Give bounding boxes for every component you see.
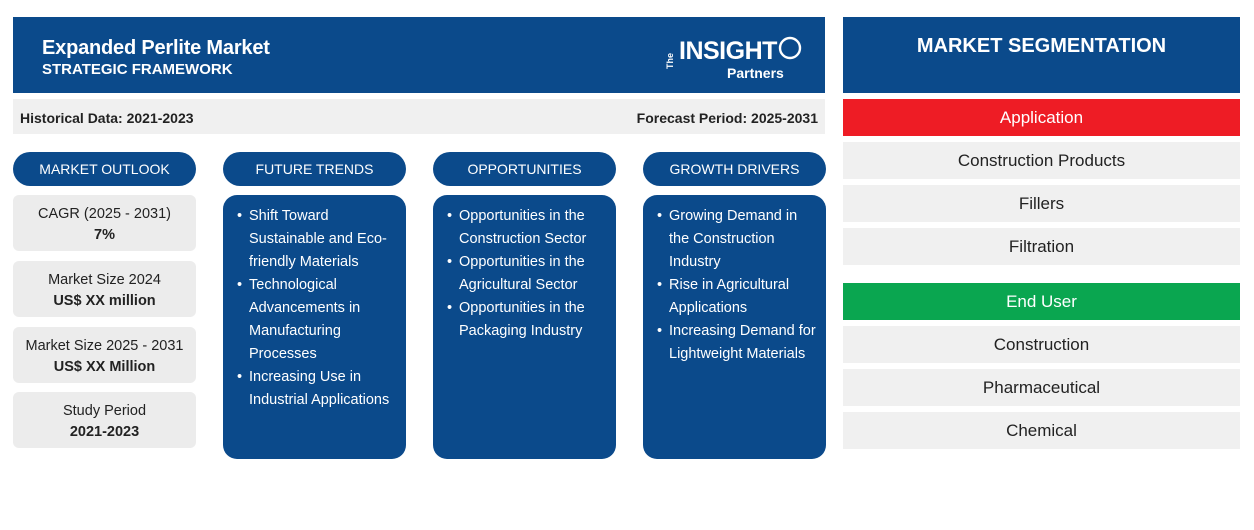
stat-value: US$ XX Million (53, 359, 156, 375)
historical-data: Historical Data: 2021-2023 (20, 110, 194, 126)
list-item: Technological Advancements in Manufactur… (235, 274, 396, 366)
logo-swoosh-icon (778, 36, 802, 60)
segment-item: Construction Products (843, 142, 1240, 179)
stat-market-size-forecast: Market Size 2025 - 2031 US$ XX Million (13, 327, 196, 383)
list-item: Opportunities in the Construction Sector (445, 205, 606, 251)
list-item: Opportunities in the Packaging Industry (445, 297, 606, 343)
logo-the-text: The (665, 52, 675, 69)
stat-cagr: CAGR (2025 - 2031) 7% (13, 195, 196, 251)
opportunities-card: Opportunities in the Construction Sector… (433, 195, 616, 459)
report-header: Expanded Perlite Market STRATEGIC FRAMEW… (13, 17, 825, 93)
future-trends-card: Shift Toward Sustainable and Eco-friendl… (223, 195, 406, 459)
stat-market-size-2024: Market Size 2024 US$ XX million (13, 261, 196, 317)
opportunities-heading: OPPORTUNITIES (433, 152, 616, 186)
market-segmentation-heading: MARKET SEGMENTATION (843, 17, 1240, 93)
period-bar: Historical Data: 2021-2023 Forecast Peri… (13, 99, 825, 134)
list-item: Rise in Agricultural Applications (655, 274, 816, 320)
market-outlook-heading: MARKET OUTLOOK (13, 152, 196, 186)
report-subtitle: STRATEGIC FRAMEWORK (42, 61, 233, 78)
list-item: Shift Toward Sustainable and Eco-friendl… (235, 205, 396, 274)
segment-end-user: End User (843, 283, 1240, 320)
stat-value: US$ XX million (53, 293, 156, 309)
segment-application: Application (843, 99, 1240, 136)
stat-study-period: Study Period 2021-2023 (13, 392, 196, 448)
report-title: Expanded Perlite Market (42, 37, 270, 59)
stat-value: 7% (94, 227, 115, 243)
forecast-period: Forecast Period: 2025-2031 (636, 110, 818, 126)
stat-label: Study Period (62, 403, 147, 419)
list-item: Growing Demand in the Construction Indus… (655, 205, 816, 274)
segment-item: Chemical (843, 412, 1240, 449)
stat-value: 2021-2023 (69, 424, 140, 440)
stat-label: CAGR (2025 - 2031) (38, 206, 171, 222)
stat-label: Market Size 2025 - 2031 (25, 338, 184, 354)
logo-insight-text: INSIGHT (679, 37, 777, 65)
stat-label: Market Size 2024 (48, 272, 161, 288)
growth-drivers-card: Growing Demand in the Construction Indus… (643, 195, 826, 459)
future-trends-heading: FUTURE TRENDS (223, 152, 406, 186)
segment-item: Filtration (843, 228, 1240, 265)
segment-item: Fillers (843, 185, 1240, 222)
segment-item: Pharmaceutical (843, 369, 1240, 406)
insight-partners-logo: The INSIGHT Partners (665, 31, 805, 85)
segment-item: Construction (843, 326, 1240, 363)
list-item: Opportunities in the Agricultural Sector (445, 251, 606, 297)
growth-drivers-heading: GROWTH DRIVERS (643, 152, 826, 186)
list-item: Increasing Demand for Lightweight Materi… (655, 320, 816, 366)
logo-partners-text: Partners (727, 65, 784, 81)
list-item: Increasing Use in Industrial Application… (235, 366, 396, 412)
